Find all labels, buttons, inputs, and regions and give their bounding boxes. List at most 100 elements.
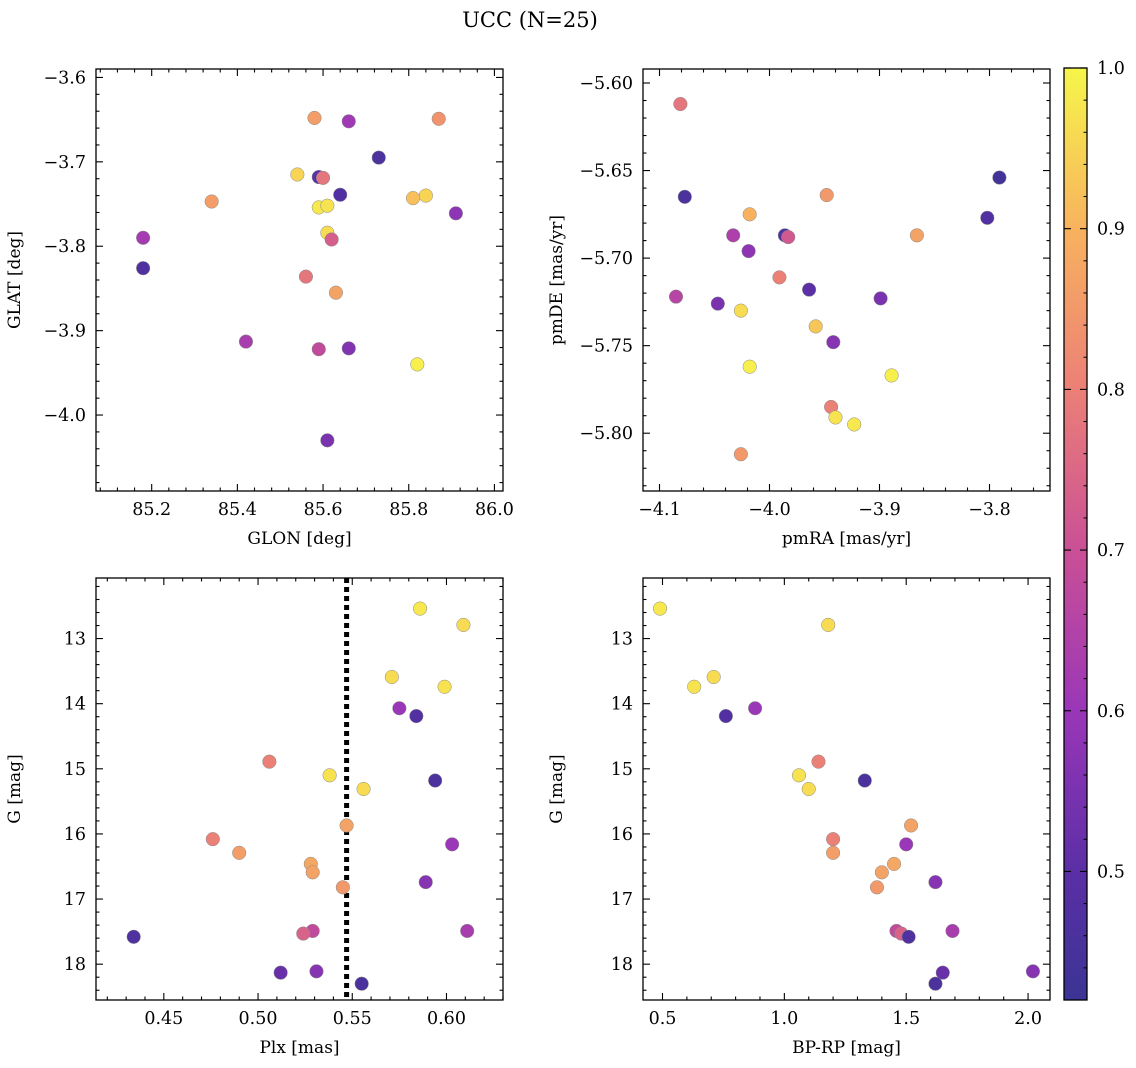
data-point (413, 601, 428, 616)
data-point (668, 289, 684, 304)
x-tick-label: 0.45 (144, 1009, 183, 1029)
data-point (884, 368, 899, 383)
data-point (136, 261, 151, 276)
x-tick-label: 0.55 (333, 1009, 372, 1029)
data-point (909, 228, 924, 243)
colorbar-tick-label: 0.6 (1097, 702, 1125, 722)
y-tick-label: 13 (611, 630, 633, 650)
colorbar-tick-label: 0.5 (1097, 862, 1125, 882)
tick-marks (96, 578, 504, 1000)
data-point (311, 342, 326, 357)
x-tick-label: 2.0 (1014, 1009, 1042, 1029)
data-point (718, 709, 733, 724)
data-point (772, 270, 787, 285)
data-point (857, 773, 872, 788)
data-point (232, 845, 247, 860)
tick-marks (643, 69, 1050, 491)
x-tick-label: 85.4 (218, 500, 257, 520)
x-tick-label: −3.8 (968, 500, 1011, 520)
x-tick-label: −4.0 (748, 500, 791, 520)
y-tick-label: −5.65 (579, 162, 633, 182)
scatter-points (668, 96, 1007, 462)
data-point (826, 845, 841, 860)
scatter-points (126, 601, 475, 991)
data-point (333, 187, 348, 202)
data-point (928, 976, 943, 991)
data-point (410, 357, 425, 372)
data-point (341, 341, 356, 356)
colorbar-gradient (1063, 67, 1088, 1001)
data-point (392, 701, 407, 716)
data-point (826, 832, 841, 847)
panel-2: −4.1 −4.0 −3.9 −3.8 −5.80 −5.75 −5.70 −5.65 −5.6… (547, 68, 1051, 549)
figure-title: UCC (N=25) (462, 8, 598, 32)
data-point (316, 170, 331, 185)
data-point (741, 244, 756, 259)
y-tick-label: 18 (611, 955, 633, 975)
data-point (901, 929, 916, 944)
x-tick-label: 86.0 (475, 500, 514, 520)
y-tick-label: −5.70 (579, 249, 633, 269)
x-tick-label: 85.6 (304, 500, 343, 520)
data-point (828, 410, 843, 425)
data-point (136, 230, 151, 245)
data-point (874, 865, 889, 880)
y-axis-label: G [mag] (5, 754, 25, 823)
data-point (431, 111, 446, 126)
data-point (320, 433, 335, 448)
y-tick-label: −4.0 (44, 406, 87, 426)
x-tick-label: 1.0 (770, 1009, 798, 1029)
data-point (819, 188, 834, 203)
data-point (811, 754, 826, 769)
y-tick-label: −5.75 (579, 337, 633, 357)
data-point (687, 679, 702, 694)
plot-frame (642, 577, 1051, 1001)
data-point (802, 282, 817, 297)
data-point (886, 856, 902, 871)
colorbar-tick-label: 1.0 (1097, 59, 1125, 79)
x-tick-label: 85.2 (132, 500, 171, 520)
y-tick-label: 16 (64, 825, 86, 845)
x-axis-label: Plx [mas] (259, 1038, 339, 1058)
data-point (418, 188, 433, 203)
y-axis-label: G [mag] (547, 754, 567, 823)
y-axis-label: pmDE [mas/yr] (547, 215, 567, 345)
data-point (899, 837, 914, 852)
data-point (460, 923, 475, 939)
y-tick-label: 15 (611, 760, 633, 780)
data-point (418, 875, 433, 890)
data-point (733, 447, 748, 462)
y-tick-label: −3.8 (44, 237, 87, 257)
data-point (428, 773, 443, 788)
data-point (873, 291, 888, 306)
data-point (801, 781, 816, 797)
y-tick-label: 14 (611, 695, 633, 715)
data-point (262, 754, 277, 769)
data-point (305, 865, 320, 880)
y-tick-label: 17 (64, 890, 86, 910)
y-tick-label: −5.60 (579, 74, 633, 94)
plot-frame (95, 68, 504, 492)
x-tick-label: 0.5 (649, 1009, 677, 1029)
data-point (742, 359, 757, 374)
data-point (437, 679, 452, 694)
data-point (273, 965, 288, 980)
x-tick-label: −3.9 (858, 500, 901, 520)
tick-marks (96, 69, 503, 491)
data-point (354, 976, 369, 991)
data-point (748, 701, 763, 716)
data-point (653, 601, 668, 616)
data-point (384, 669, 399, 685)
y-tick-label: 15 (64, 760, 86, 780)
data-point (710, 296, 725, 311)
data-point (309, 964, 324, 979)
data-point (322, 768, 337, 783)
data-point (448, 206, 463, 221)
data-point (935, 965, 950, 980)
data-point (742, 207, 757, 222)
data-point (205, 832, 220, 847)
data-point (945, 923, 960, 939)
data-point (356, 781, 371, 797)
y-tick-label: 13 (64, 630, 86, 650)
colorbar-tick-label: 0.7 (1097, 541, 1125, 561)
